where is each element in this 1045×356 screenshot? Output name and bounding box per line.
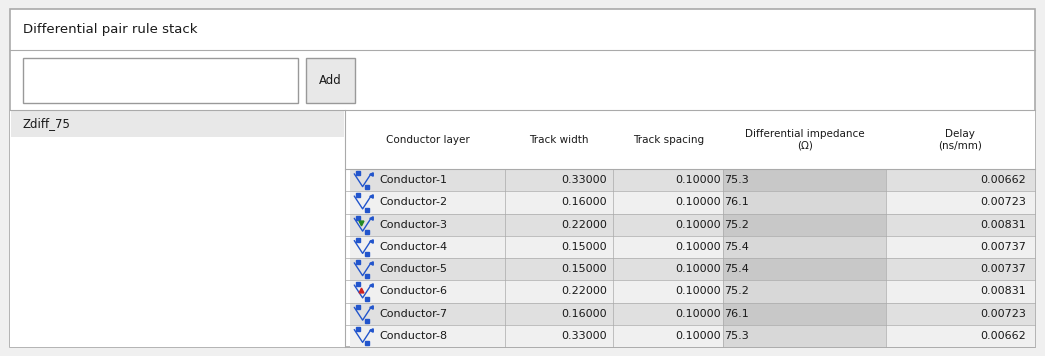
FancyBboxPatch shape bbox=[11, 110, 344, 137]
Text: 76.1: 76.1 bbox=[724, 198, 749, 208]
Text: 0.33000: 0.33000 bbox=[561, 331, 607, 341]
FancyBboxPatch shape bbox=[613, 303, 723, 325]
FancyBboxPatch shape bbox=[723, 281, 886, 303]
FancyBboxPatch shape bbox=[505, 325, 613, 347]
Text: 0.10000: 0.10000 bbox=[675, 220, 721, 230]
FancyBboxPatch shape bbox=[505, 303, 613, 325]
FancyBboxPatch shape bbox=[350, 169, 505, 192]
FancyBboxPatch shape bbox=[723, 214, 886, 236]
FancyBboxPatch shape bbox=[505, 169, 613, 192]
FancyBboxPatch shape bbox=[723, 192, 886, 214]
Text: 0.10000: 0.10000 bbox=[675, 309, 721, 319]
Text: Conductor-4: Conductor-4 bbox=[379, 242, 447, 252]
Text: 0.00662: 0.00662 bbox=[980, 331, 1026, 341]
Text: 0.00723: 0.00723 bbox=[980, 198, 1026, 208]
FancyBboxPatch shape bbox=[886, 192, 1035, 214]
Text: Zdiff_75: Zdiff_75 bbox=[23, 117, 71, 130]
FancyBboxPatch shape bbox=[350, 281, 505, 303]
Text: 0.16000: 0.16000 bbox=[561, 309, 607, 319]
Text: Delay
(ns/mm): Delay (ns/mm) bbox=[938, 129, 982, 151]
FancyBboxPatch shape bbox=[10, 110, 345, 347]
Text: 0.00662: 0.00662 bbox=[980, 175, 1026, 185]
FancyBboxPatch shape bbox=[613, 236, 723, 258]
Text: 0.10000: 0.10000 bbox=[675, 264, 721, 274]
Text: 0.00831: 0.00831 bbox=[980, 220, 1026, 230]
FancyBboxPatch shape bbox=[350, 303, 505, 325]
Text: 0.15000: 0.15000 bbox=[561, 242, 607, 252]
FancyBboxPatch shape bbox=[723, 236, 886, 258]
FancyBboxPatch shape bbox=[350, 325, 505, 347]
Text: Track width: Track width bbox=[530, 135, 588, 145]
Text: Conductor-1: Conductor-1 bbox=[379, 175, 447, 185]
Text: Conductor-7: Conductor-7 bbox=[379, 309, 447, 319]
FancyBboxPatch shape bbox=[886, 169, 1035, 192]
Text: 0.22000: 0.22000 bbox=[561, 220, 607, 230]
FancyBboxPatch shape bbox=[886, 214, 1035, 236]
Text: 0.22000: 0.22000 bbox=[561, 287, 607, 297]
FancyBboxPatch shape bbox=[723, 169, 886, 192]
Text: 0.10000: 0.10000 bbox=[675, 242, 721, 252]
Text: Track spacing: Track spacing bbox=[632, 135, 704, 145]
FancyBboxPatch shape bbox=[886, 281, 1035, 303]
Text: 0.00737: 0.00737 bbox=[980, 242, 1026, 252]
FancyBboxPatch shape bbox=[886, 258, 1035, 281]
FancyBboxPatch shape bbox=[505, 192, 613, 214]
Text: 0.10000: 0.10000 bbox=[675, 287, 721, 297]
FancyBboxPatch shape bbox=[723, 303, 886, 325]
Text: 0.00737: 0.00737 bbox=[980, 264, 1026, 274]
FancyBboxPatch shape bbox=[613, 258, 723, 281]
Text: Add: Add bbox=[320, 74, 342, 87]
Text: Conductor-2: Conductor-2 bbox=[379, 198, 447, 208]
FancyBboxPatch shape bbox=[505, 258, 613, 281]
Text: 75.3: 75.3 bbox=[724, 331, 749, 341]
Text: Conductor-3: Conductor-3 bbox=[379, 220, 447, 230]
Text: 75.4: 75.4 bbox=[724, 242, 749, 252]
Text: 75.2: 75.2 bbox=[724, 287, 749, 297]
FancyBboxPatch shape bbox=[350, 192, 505, 214]
FancyBboxPatch shape bbox=[505, 214, 613, 236]
Text: 0.10000: 0.10000 bbox=[675, 175, 721, 185]
Text: 0.33000: 0.33000 bbox=[561, 175, 607, 185]
Text: Conductor-8: Conductor-8 bbox=[379, 331, 447, 341]
FancyBboxPatch shape bbox=[613, 325, 723, 347]
FancyBboxPatch shape bbox=[613, 214, 723, 236]
FancyBboxPatch shape bbox=[350, 258, 505, 281]
FancyBboxPatch shape bbox=[723, 258, 886, 281]
Text: 0.00723: 0.00723 bbox=[980, 309, 1026, 319]
FancyBboxPatch shape bbox=[723, 325, 886, 347]
Text: 0.16000: 0.16000 bbox=[561, 198, 607, 208]
Text: Differential impedance
(Ω): Differential impedance (Ω) bbox=[745, 129, 864, 151]
Text: 0.10000: 0.10000 bbox=[675, 331, 721, 341]
FancyBboxPatch shape bbox=[886, 236, 1035, 258]
FancyBboxPatch shape bbox=[306, 58, 355, 103]
Text: 0.15000: 0.15000 bbox=[561, 264, 607, 274]
FancyBboxPatch shape bbox=[23, 58, 298, 103]
FancyBboxPatch shape bbox=[613, 192, 723, 214]
FancyBboxPatch shape bbox=[886, 325, 1035, 347]
Text: 75.4: 75.4 bbox=[724, 264, 749, 274]
FancyBboxPatch shape bbox=[886, 303, 1035, 325]
Text: Conductor-6: Conductor-6 bbox=[379, 287, 447, 297]
Text: 0.10000: 0.10000 bbox=[675, 198, 721, 208]
Text: 75.2: 75.2 bbox=[724, 220, 749, 230]
FancyBboxPatch shape bbox=[10, 9, 1035, 347]
FancyBboxPatch shape bbox=[350, 236, 505, 258]
FancyBboxPatch shape bbox=[505, 281, 613, 303]
Text: 76.1: 76.1 bbox=[724, 309, 749, 319]
FancyBboxPatch shape bbox=[350, 214, 505, 236]
Text: Differential pair rule stack: Differential pair rule stack bbox=[23, 23, 198, 36]
Text: Conductor-5: Conductor-5 bbox=[379, 264, 447, 274]
FancyBboxPatch shape bbox=[345, 110, 1035, 169]
FancyBboxPatch shape bbox=[505, 236, 613, 258]
Text: Conductor layer: Conductor layer bbox=[386, 135, 469, 145]
Text: 75.3: 75.3 bbox=[724, 175, 749, 185]
Text: 0.00831: 0.00831 bbox=[980, 287, 1026, 297]
FancyBboxPatch shape bbox=[613, 169, 723, 192]
FancyBboxPatch shape bbox=[613, 281, 723, 303]
